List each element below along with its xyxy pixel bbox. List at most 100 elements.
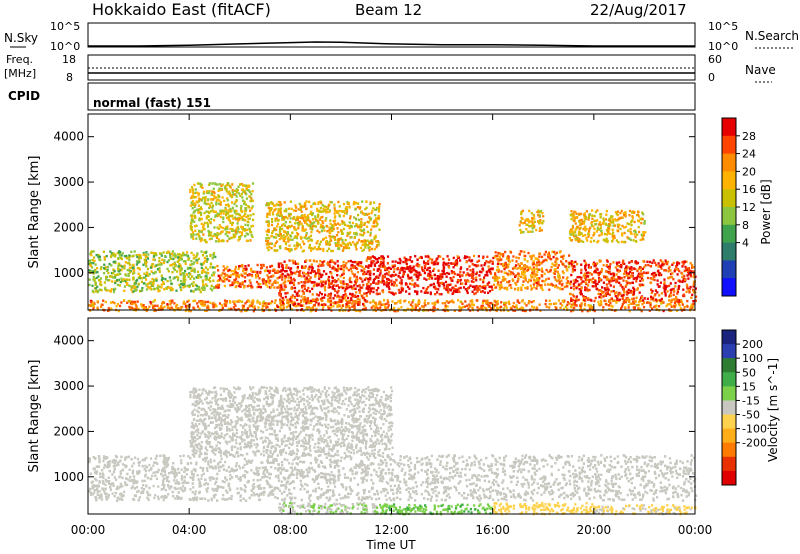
heatmap-cell xyxy=(227,218,230,221)
heatmap-cell xyxy=(566,280,570,283)
heatmap-cell xyxy=(205,217,208,220)
heatmap-cell xyxy=(205,271,208,274)
heatmap-cell xyxy=(195,233,198,236)
heatmap-cell xyxy=(317,283,320,287)
heatmap-cell xyxy=(492,306,495,309)
heatmap-cell xyxy=(214,196,217,199)
heatmap-cell xyxy=(688,291,691,294)
heatmap-cell xyxy=(345,267,348,270)
heatmap-cell xyxy=(639,266,642,269)
heatmap-cell xyxy=(669,276,672,279)
heatmap-cell xyxy=(586,288,589,291)
heatmap-cell xyxy=(182,254,185,257)
heatmap-cell xyxy=(319,240,322,243)
heatmap-cell xyxy=(346,224,349,227)
heatmap-cell xyxy=(511,305,515,308)
heatmap-cell xyxy=(464,300,467,303)
heatmap-cell xyxy=(192,192,195,195)
heatmap-cell xyxy=(316,247,319,251)
heatmap-cell xyxy=(220,184,223,187)
heatmap-cell xyxy=(596,262,599,265)
heatmap-cell xyxy=(241,233,244,236)
heatmap-cell xyxy=(336,210,339,214)
heatmap-cell xyxy=(368,216,371,219)
heatmap-cell xyxy=(273,244,276,247)
heatmap-cell xyxy=(95,271,98,274)
heatmap-cell xyxy=(507,265,510,269)
heatmap-cell xyxy=(278,237,281,241)
heatmap-cell xyxy=(238,284,241,288)
heatmap-cell xyxy=(273,204,276,207)
heatmap-cell xyxy=(353,284,356,287)
heatmap-cell xyxy=(235,277,238,281)
heatmap-cell xyxy=(141,287,144,290)
heatmap-cell xyxy=(632,286,635,290)
heatmap-cell xyxy=(301,240,304,243)
heatmap-cell xyxy=(182,283,185,286)
heatmap-cell xyxy=(303,295,306,299)
heatmap-cell xyxy=(642,299,645,302)
heatmap-cell xyxy=(436,300,439,303)
heatmap-cell xyxy=(247,217,250,220)
heatmap-cell xyxy=(243,200,246,204)
heatmap-cell xyxy=(174,264,177,268)
heatmap-cell xyxy=(382,260,385,263)
heatmap-cell xyxy=(438,282,441,285)
heatmap-cell xyxy=(408,301,411,304)
heatmap-cell xyxy=(495,276,498,279)
heatmap-cell xyxy=(363,292,366,295)
heatmap-cell xyxy=(236,274,239,277)
heatmap-cell xyxy=(359,233,362,236)
heatmap-cell xyxy=(516,280,519,283)
heatmap-cell xyxy=(297,274,300,277)
heatmap-cell xyxy=(259,283,262,286)
heatmap-cell xyxy=(297,282,300,285)
heatmap-cell xyxy=(197,235,201,238)
heatmap-cell xyxy=(110,288,113,291)
heatmap-cell xyxy=(362,296,366,300)
heatmap-cell xyxy=(373,264,377,267)
heatmap-cell xyxy=(201,286,204,290)
heatmap-cell xyxy=(517,256,520,260)
heatmap-cell xyxy=(126,282,129,285)
heatmap-cell xyxy=(217,227,220,230)
heatmap-cell xyxy=(384,268,387,272)
heatmap-cell xyxy=(351,264,354,267)
heatmap-cell xyxy=(676,298,679,302)
heatmap-cell xyxy=(444,304,447,307)
heatmap-cell xyxy=(196,302,199,305)
heatmap-cell xyxy=(289,298,292,301)
heatmap-cell xyxy=(270,302,273,305)
heatmap-cell xyxy=(315,297,318,300)
heatmap-cell xyxy=(178,263,181,266)
heatmap-cell xyxy=(112,272,115,275)
heatmap-cell xyxy=(377,244,380,247)
heatmap-cell xyxy=(328,263,331,266)
heatmap-cell xyxy=(126,301,129,304)
heatmap-cell xyxy=(382,303,385,307)
heatmap-cell xyxy=(191,207,194,210)
heatmap-cell xyxy=(270,264,274,268)
heatmap-cell xyxy=(387,282,391,285)
heatmap-cell xyxy=(555,307,558,311)
heatmap-cell xyxy=(279,213,282,216)
heatmap-cell xyxy=(353,216,356,219)
heatmap-cell xyxy=(173,302,176,305)
heatmap-cell xyxy=(207,229,210,233)
heatmap-cell xyxy=(239,206,243,210)
heatmap-cell xyxy=(266,246,269,249)
heatmap-cell xyxy=(366,270,369,273)
heatmap-cell xyxy=(292,277,295,281)
heatmap-cell xyxy=(553,276,556,279)
heatmap-cell xyxy=(636,287,639,290)
heatmap-cell xyxy=(152,305,155,308)
heatmap-cell xyxy=(342,202,346,206)
heatmap-cell xyxy=(346,200,349,204)
heatmap-cell xyxy=(689,285,692,289)
heatmap-cell xyxy=(265,302,268,305)
heatmap-cell xyxy=(630,302,633,305)
heatmap-cell xyxy=(251,286,254,289)
heatmap-cell xyxy=(217,189,220,192)
heatmap-cell xyxy=(361,280,364,283)
heatmap-cell xyxy=(600,299,603,303)
